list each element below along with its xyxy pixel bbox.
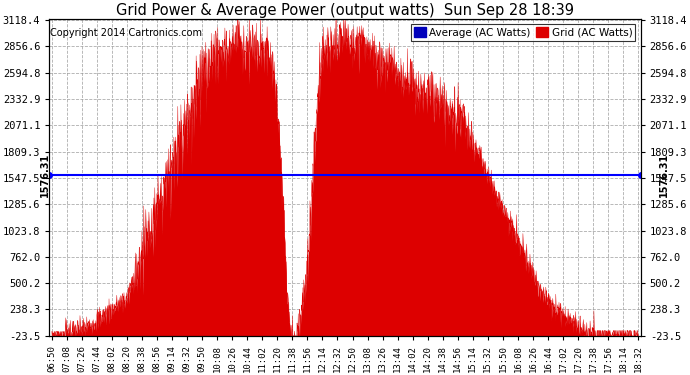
Text: Copyright 2014 Cartronics.com: Copyright 2014 Cartronics.com (50, 28, 202, 39)
Text: 1576.31: 1576.31 (40, 153, 50, 197)
Title: Grid Power & Average Power (output watts)  Sun Sep 28 18:39: Grid Power & Average Power (output watts… (116, 3, 574, 18)
Legend: Average (AC Watts), Grid (AC Watts): Average (AC Watts), Grid (AC Watts) (411, 24, 635, 40)
Text: 1576.31: 1576.31 (660, 153, 669, 197)
